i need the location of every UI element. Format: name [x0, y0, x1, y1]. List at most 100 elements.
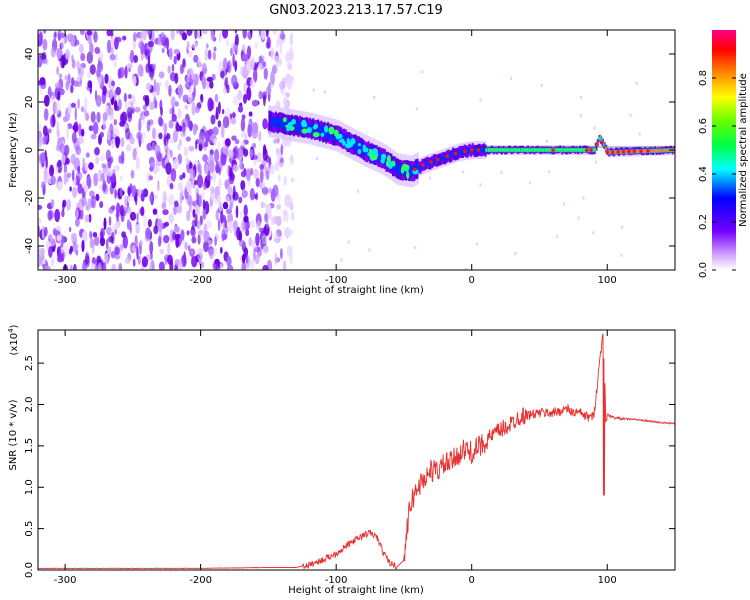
ridge-inner: [535, 147, 538, 153]
noise-blob: [222, 116, 230, 129]
ridge-blob: [337, 133, 343, 139]
noise-blob: [100, 227, 105, 238]
noise-blob: [116, 202, 121, 215]
noise-blob: [56, 66, 59, 75]
noise-blob: [283, 96, 287, 108]
noise-blob: [156, 213, 160, 219]
noise-blob: [217, 120, 222, 128]
noise-blob: [167, 65, 171, 74]
snr-y-multiplier-base: (x10: [9, 333, 20, 356]
snr-y-tick-label-3: 1.5: [24, 438, 35, 454]
noise-blob: [56, 130, 60, 138]
noise-blob: [170, 149, 173, 159]
noise-blob: [105, 238, 109, 250]
noise-blob: [210, 30, 215, 41]
noise-blob: [189, 168, 196, 182]
noise-blob: [125, 206, 132, 214]
noise-blob: [154, 99, 158, 109]
noise-blob: [42, 125, 48, 137]
noise-blob: [242, 219, 246, 232]
noise-blob: [57, 91, 61, 101]
noise-blob: [143, 110, 150, 117]
noise-blob: [79, 30, 85, 36]
noise-blob: [84, 252, 90, 265]
noise-blob: [124, 257, 131, 264]
noise-blob: [206, 219, 212, 229]
noise-blob: [192, 123, 197, 136]
ridge-inner: [579, 147, 581, 153]
noise-blob: [38, 253, 42, 267]
noise-blob: [129, 211, 137, 221]
noise-blob: [222, 145, 229, 155]
noise-blob: [254, 193, 257, 200]
noise-blob: [150, 71, 154, 81]
noise-blob: [40, 152, 46, 164]
noise-blob: [250, 258, 255, 270]
noise-blob: [191, 72, 195, 80]
noise-blob: [84, 96, 88, 111]
noise-blob: [264, 171, 268, 178]
noise-speck: [368, 248, 371, 252]
colorbar-tick-label-2: 0.4: [698, 166, 709, 182]
noise-blob: [191, 41, 198, 49]
ridge-bright: [512, 148, 515, 152]
noise-blob: [131, 185, 137, 198]
noise-blob: [280, 144, 284, 156]
noise-speck: [479, 98, 482, 102]
noise-blob: [199, 215, 203, 226]
noise-blob: [73, 263, 77, 270]
noise-blob: [161, 47, 165, 54]
noise-blob: [203, 240, 209, 253]
noise-blob: [181, 32, 188, 41]
noise-speck: [593, 126, 596, 130]
noise-blob: [71, 59, 76, 69]
noise-blob: [120, 208, 125, 222]
noise-blob: [56, 234, 62, 242]
noise-blob: [157, 166, 160, 172]
noise-blob: [99, 184, 102, 190]
noise-speck: [421, 70, 424, 74]
noise-blob: [53, 229, 59, 236]
ridge-bright: [525, 148, 529, 152]
noise-blob: [240, 180, 246, 191]
noise-blob: [106, 226, 113, 236]
ridge-inner: [409, 166, 412, 177]
ridge-inner: [466, 148, 469, 154]
noise-speck: [462, 170, 465, 174]
noise-blob: [214, 236, 217, 247]
noise-blob: [89, 237, 94, 249]
ridge-blob: [287, 122, 294, 126]
ridge-inner: [394, 162, 397, 173]
noise-blob: [159, 248, 165, 255]
noise-speck: [582, 196, 585, 200]
noise-blob: [69, 264, 73, 270]
ridge-bright: [536, 148, 539, 152]
noise-blob: [158, 132, 163, 140]
noise-blob: [119, 187, 123, 197]
ridge-bright: [574, 148, 577, 152]
ridge-blob: [335, 131, 339, 136]
noise-blob: [252, 147, 255, 157]
noise-blob: [258, 90, 263, 100]
noise-speck: [620, 253, 623, 257]
noise-speck: [563, 202, 566, 206]
noise-blob: [158, 261, 165, 270]
noise-blob: [242, 254, 247, 261]
noise-blob: [99, 131, 104, 138]
noise-blob: [44, 265, 51, 270]
noise-blob: [179, 30, 183, 37]
ridge-bright: [599, 136, 602, 140]
noise-blob: [186, 40, 190, 51]
noise-blob: [173, 55, 177, 65]
noise-blob: [262, 148, 268, 161]
noise-blob: [41, 225, 45, 240]
noise-blob: [147, 219, 152, 228]
ridge-peak: [589, 148, 593, 152]
noise-blob: [149, 101, 155, 111]
noise-blob: [222, 57, 228, 71]
spectrogram-x-tick-label-4: 100: [598, 275, 617, 286]
ridge-inner: [342, 134, 345, 145]
ridge-bright: [509, 148, 512, 152]
ridge-bright: [517, 148, 520, 152]
noise-blob: [132, 258, 136, 267]
